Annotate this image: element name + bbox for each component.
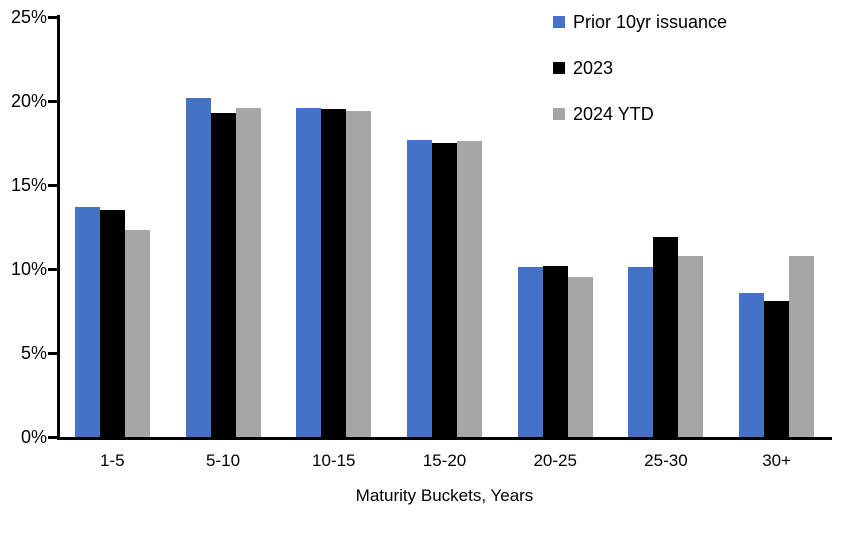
y-axis-line: [57, 15, 60, 440]
bar-prior-10yr-issuance-1-5: [74, 206, 100, 437]
y-tick-label-10: 10%: [10, 259, 47, 279]
x-tick-label-10-15: 10-15: [312, 451, 356, 470]
bar-2023-20-25: [542, 265, 568, 437]
x-tick-label-30: 30+: [762, 451, 792, 470]
legend-marker-prior-10yr-issuance: [553, 16, 565, 28]
bar-2023-30: [764, 300, 790, 437]
y-tick-label-20: 20%: [10, 91, 47, 111]
y-tick-label-5: 5%: [20, 343, 47, 363]
legend-item-prior-10yr-issuance: Prior 10yr issuance: [553, 10, 727, 34]
legend-label-prior-10yr-issuance: Prior 10yr issuance: [573, 11, 728, 32]
legend-marker-2024-ytd: [553, 108, 565, 120]
y-tick-mark-25: [48, 16, 57, 19]
legend-label-2024-ytd: 2024 YTD: [573, 103, 654, 124]
y-tick-mark-0: [48, 436, 57, 439]
legend-item-2024-ytd: 2024 YTD: [553, 102, 727, 126]
bar-2024-ytd-25-30: [678, 255, 704, 437]
bar-2024-ytd-10-15: [346, 111, 372, 437]
bar-2024-ytd-20-25: [567, 277, 593, 437]
bar-2024-ytd-15-20: [457, 141, 482, 437]
y-tick-label-15: 15%: [10, 175, 47, 195]
bar-prior-10yr-issuance-20-25: [517, 267, 543, 437]
x-tick-label-15-20: 15-20: [422, 451, 467, 470]
x-tick-label-20-25: 20-25: [533, 451, 577, 470]
y-tick-mark-20: [48, 100, 57, 103]
bar-prior-10yr-issuance-25-30: [628, 267, 654, 437]
bar-2023-25-30: [653, 237, 679, 437]
bar-2024-ytd-1-5: [124, 230, 150, 437]
bar-2023-10-15: [321, 109, 347, 437]
bar-2023-15-20: [432, 143, 457, 437]
y-tick-label-0: 0%: [20, 427, 47, 447]
y-tick-mark-10: [48, 268, 57, 271]
legend: Prior 10yr issuance 2023 2024 YTD: [553, 10, 727, 148]
bar-prior-10yr-issuance-5-10: [185, 97, 211, 437]
bar-2023-1-5: [99, 210, 125, 437]
x-tick-label-1-5: 1-5: [100, 451, 125, 470]
legend-label-2023: 2023: [573, 57, 614, 78]
bar-prior-10yr-issuance-30: [739, 292, 765, 437]
x-tick-label-25-30: 25-30: [644, 451, 688, 470]
bar-prior-10yr-issuance-10-15: [296, 107, 322, 437]
bar-2024-ytd-30: [789, 255, 815, 437]
x-tick-label-5-10: 5-10: [206, 451, 241, 470]
legend-item-2023: 2023: [553, 56, 727, 80]
x-axis-title: Maturity Buckets, Years: [355, 486, 534, 505]
legend-marker-2023: [553, 62, 565, 74]
bar-2023-5-10: [210, 112, 236, 437]
x-axis-line: [57, 437, 832, 440]
bar-2024-ytd-5-10: [235, 107, 261, 437]
y-tick-mark-15: [48, 184, 57, 187]
y-tick-label-25: 25%: [10, 7, 47, 27]
bar-prior-10yr-issuance-15-20: [407, 139, 432, 437]
y-tick-mark-5: [48, 352, 57, 355]
